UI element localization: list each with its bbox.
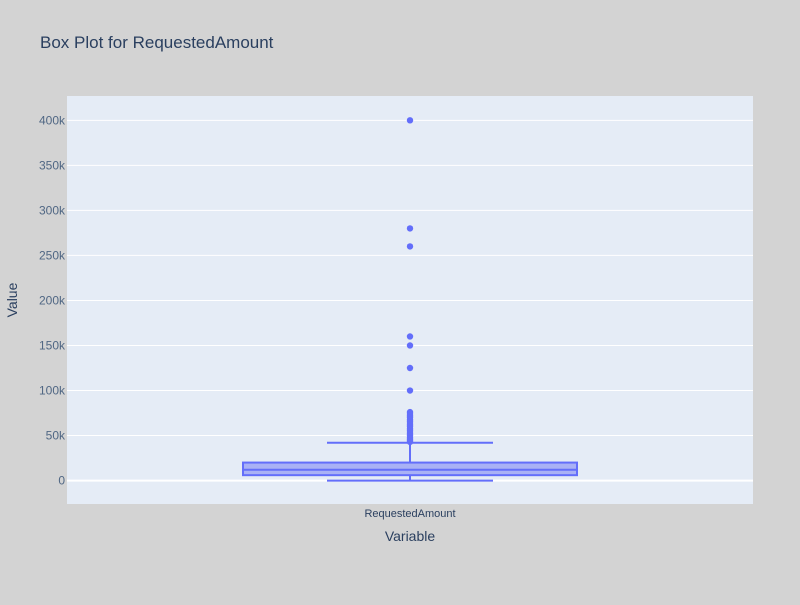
box-layer <box>242 441 578 482</box>
y-tick-label: 0 <box>58 474 65 488</box>
outlier-point <box>406 438 414 446</box>
y-tick-label: 350k <box>39 158 66 172</box>
outlier-point <box>406 243 414 250</box>
y-tick-label: 300k <box>39 203 66 217</box>
outlier-point <box>406 342 414 349</box>
y-tick-label: 200k <box>39 293 66 307</box>
outlier-point <box>406 387 414 394</box>
chart-title: Box Plot for RequestedAmount <box>40 33 274 52</box>
y-axis-label: Value <box>4 282 20 317</box>
y-tick-label: 100k <box>39 384 66 398</box>
y-tick-label: 50k <box>46 429 66 443</box>
outlier-point <box>406 364 414 372</box>
x-tick-label: RequestedAmount <box>364 508 455 520</box>
outlier-layer <box>406 117 414 446</box>
x-axis-label: Variable <box>385 528 436 544</box>
outlier-point <box>406 225 414 232</box>
y-tick-label: 400k <box>39 113 66 127</box>
outlier-point <box>406 333 414 340</box>
y-tick-label: 150k <box>39 338 66 352</box>
y-tick-labels: 0 50k 100k 150k 200k 250k 300k 350k 400k <box>39 113 66 487</box>
outlier-point <box>406 117 414 124</box>
y-tick-label: 250k <box>39 248 66 262</box>
